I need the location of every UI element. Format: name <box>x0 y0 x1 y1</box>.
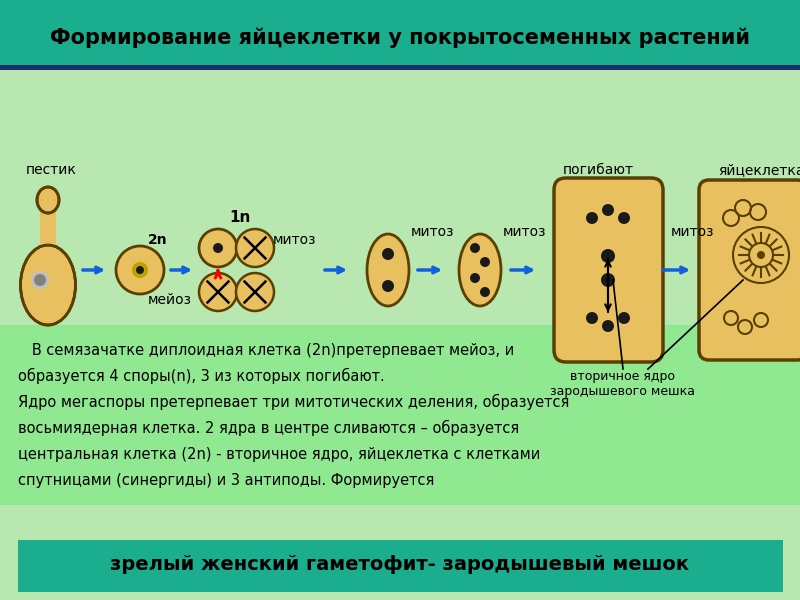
Text: Ядро мегаспоры претерпевает три митотических деления, образуется: Ядро мегаспоры претерпевает три митотиче… <box>18 394 570 410</box>
Circle shape <box>757 251 765 259</box>
Circle shape <box>724 311 738 325</box>
Circle shape <box>470 273 480 283</box>
Circle shape <box>618 312 630 324</box>
Ellipse shape <box>459 234 501 306</box>
Circle shape <box>132 262 148 278</box>
Circle shape <box>750 204 766 220</box>
Text: яйцеклетка: яйцеклетка <box>718 163 800 177</box>
Circle shape <box>31 271 49 289</box>
Ellipse shape <box>37 187 59 213</box>
Ellipse shape <box>21 245 75 325</box>
Ellipse shape <box>116 246 164 294</box>
Circle shape <box>480 257 490 267</box>
Circle shape <box>480 287 490 297</box>
Text: мейоз: мейоз <box>148 293 192 307</box>
Circle shape <box>382 248 394 260</box>
Text: центральная клетка (2n) - вторичное ядро, яйцеклетка с клетками: центральная клетка (2n) - вторичное ядро… <box>18 446 540 461</box>
Bar <box>0 0 800 65</box>
Bar <box>0 325 800 505</box>
Bar <box>40 200 56 245</box>
Circle shape <box>236 273 274 311</box>
Text: спутницами (синергиды) и 3 антиподы. Формируется: спутницами (синергиды) и 3 антиподы. Фор… <box>18 473 434 487</box>
Text: митоз: митоз <box>502 225 546 239</box>
Circle shape <box>470 243 480 253</box>
Text: вторичное ядро
зародышевого мешка: вторичное ядро зародышевого мешка <box>550 370 695 398</box>
Circle shape <box>136 266 144 274</box>
Text: митоз: митоз <box>671 225 714 239</box>
Text: 1n: 1n <box>230 211 250 226</box>
Circle shape <box>618 212 630 224</box>
Text: образуется 4 споры(n), 3 из которых погибают.: образуется 4 споры(n), 3 из которых поги… <box>18 368 385 384</box>
Circle shape <box>735 200 751 216</box>
Bar <box>18 540 783 592</box>
Circle shape <box>601 273 615 287</box>
Text: восьмиядерная клетка. 2 ядра в центре сливаются – образуется: восьмиядерная клетка. 2 ядра в центре сл… <box>18 420 519 436</box>
Circle shape <box>34 274 46 286</box>
Circle shape <box>723 210 739 226</box>
Text: пестик: пестик <box>26 163 77 177</box>
FancyBboxPatch shape <box>554 178 663 362</box>
Circle shape <box>236 229 274 267</box>
Circle shape <box>601 249 615 263</box>
Circle shape <box>602 320 614 332</box>
Text: Формирование яйцеклетки у покрытосеменных растений: Формирование яйцеклетки у покрытосеменны… <box>50 28 750 48</box>
Circle shape <box>199 273 237 311</box>
Circle shape <box>382 280 394 292</box>
Text: 2n: 2n <box>148 233 168 247</box>
Circle shape <box>749 243 773 267</box>
Text: митоз: митоз <box>274 233 317 247</box>
Ellipse shape <box>367 234 409 306</box>
Text: зрелый женский гаметофит- зародышевый мешок: зрелый женский гаметофит- зародышевый ме… <box>110 556 690 575</box>
Circle shape <box>213 243 223 253</box>
FancyBboxPatch shape <box>699 180 800 360</box>
Text: митоз: митоз <box>410 225 454 239</box>
Circle shape <box>733 227 789 283</box>
Circle shape <box>586 212 598 224</box>
Circle shape <box>738 320 752 334</box>
Circle shape <box>754 313 768 327</box>
Ellipse shape <box>199 229 237 267</box>
Text: В семязачатке диплоидная клетка (2n)претерпевает мейоз, и: В семязачатке диплоидная клетка (2n)прет… <box>18 343 514 358</box>
Circle shape <box>602 204 614 216</box>
Text: погибают: погибают <box>562 163 634 177</box>
Bar <box>0 65 800 70</box>
Circle shape <box>586 312 598 324</box>
